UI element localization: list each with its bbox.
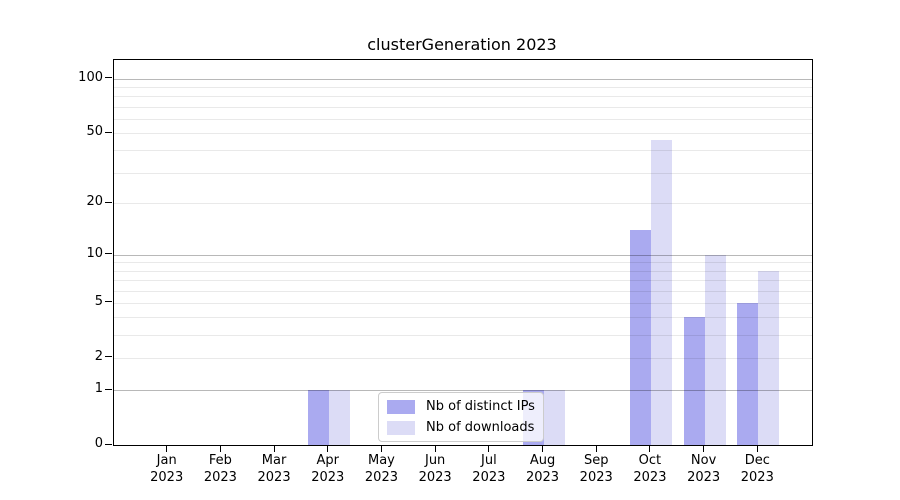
legend-label-downloads: Nb of downloads [426, 420, 535, 435]
y-tick-5 [105, 301, 112, 303]
x-tick-label-jan: Jan 2023 [150, 453, 184, 485]
x-tick-jul [488, 446, 490, 452]
y-tick-1 [105, 388, 112, 390]
bar-downloads-aug [543, 390, 565, 445]
x-tick-apr [327, 446, 329, 452]
x-tick-aug [542, 446, 544, 452]
minor-gridline-90 [114, 87, 812, 89]
x-tick-label-sep: Sep 2023 [579, 453, 613, 485]
legend-label-distinct-ips: Nb of distinct IPs [426, 399, 535, 414]
chart-title: clusterGeneration 2023 [367, 35, 557, 54]
y-tick-label-1: 1 [94, 381, 103, 396]
y-tick-20 [105, 201, 112, 203]
minor-gridline-40 [114, 150, 812, 152]
legend-swatch-downloads [387, 420, 415, 435]
y-tick-label-5: 5 [94, 293, 103, 309]
x-tick-dec [756, 446, 758, 452]
y-tick-label-0: 0 [94, 436, 103, 451]
y-tick-label-10: 10 [86, 245, 103, 261]
legend: Nb of distinct IPs Nb of downloads [378, 392, 544, 442]
y-tick-0 [105, 443, 112, 445]
bar-downloads-oct [650, 139, 672, 445]
major-gridline-100 [114, 78, 812, 80]
x-tick-label-mar: Mar 2023 [257, 453, 291, 485]
bar-distinct-ips-oct [629, 230, 651, 445]
y-tick-2 [105, 356, 112, 358]
minor-gridline-70 [114, 106, 812, 108]
legend-item-downloads: Nb of downloads [387, 419, 535, 436]
x-tick-feb [219, 446, 221, 452]
bar-downloads-nov [704, 254, 726, 445]
x-tick-may [380, 446, 382, 452]
legend-item-distinct-ips: Nb of distinct IPs [387, 398, 535, 415]
minor-gridline-30 [114, 172, 812, 174]
y-tick-label-100: 100 [78, 69, 103, 85]
x-tick-jan [166, 446, 168, 452]
x-tick-nov [703, 446, 705, 452]
x-tick-mar [273, 446, 275, 452]
y-tick-label-20: 20 [86, 194, 103, 210]
bar-downloads-dec [758, 270, 780, 445]
bar-distinct-ips-apr [307, 390, 329, 445]
minor-gridline-20 [114, 203, 812, 205]
x-tick-oct [649, 446, 651, 452]
minor-gridline-50 [114, 133, 812, 135]
bar-downloads-apr [328, 390, 350, 445]
y-tick-label-2: 2 [94, 348, 103, 364]
x-tick-sep [595, 446, 597, 452]
x-tick-jun [434, 446, 436, 452]
x-tick-label-jul: Jul 2023 [472, 453, 506, 485]
x-tick-label-jun: Jun 2023 [418, 453, 452, 485]
bar-distinct-ips-nov [683, 317, 705, 445]
minor-gridline-60 [114, 118, 812, 120]
minor-gridline-80 [114, 96, 812, 98]
y-tick-label-50: 50 [86, 124, 103, 140]
x-tick-label-oct: Oct 2023 [633, 453, 667, 485]
legend-swatch-distinct-ips [387, 399, 415, 414]
x-tick-label-aug: Aug 2023 [525, 453, 560, 485]
y-tick-100 [105, 77, 112, 79]
y-tick-50 [105, 131, 112, 133]
x-tick-label-may: May 2023 [364, 453, 398, 485]
x-tick-label-dec: Dec 2023 [740, 453, 774, 485]
y-tick-10 [105, 253, 112, 255]
bar-distinct-ips-dec [737, 302, 759, 445]
plot-area [113, 59, 813, 446]
x-tick-label-feb: Feb 2023 [203, 453, 237, 485]
x-tick-label-apr: Apr 2023 [311, 453, 345, 485]
x-tick-label-nov: Nov 2023 [687, 453, 721, 485]
